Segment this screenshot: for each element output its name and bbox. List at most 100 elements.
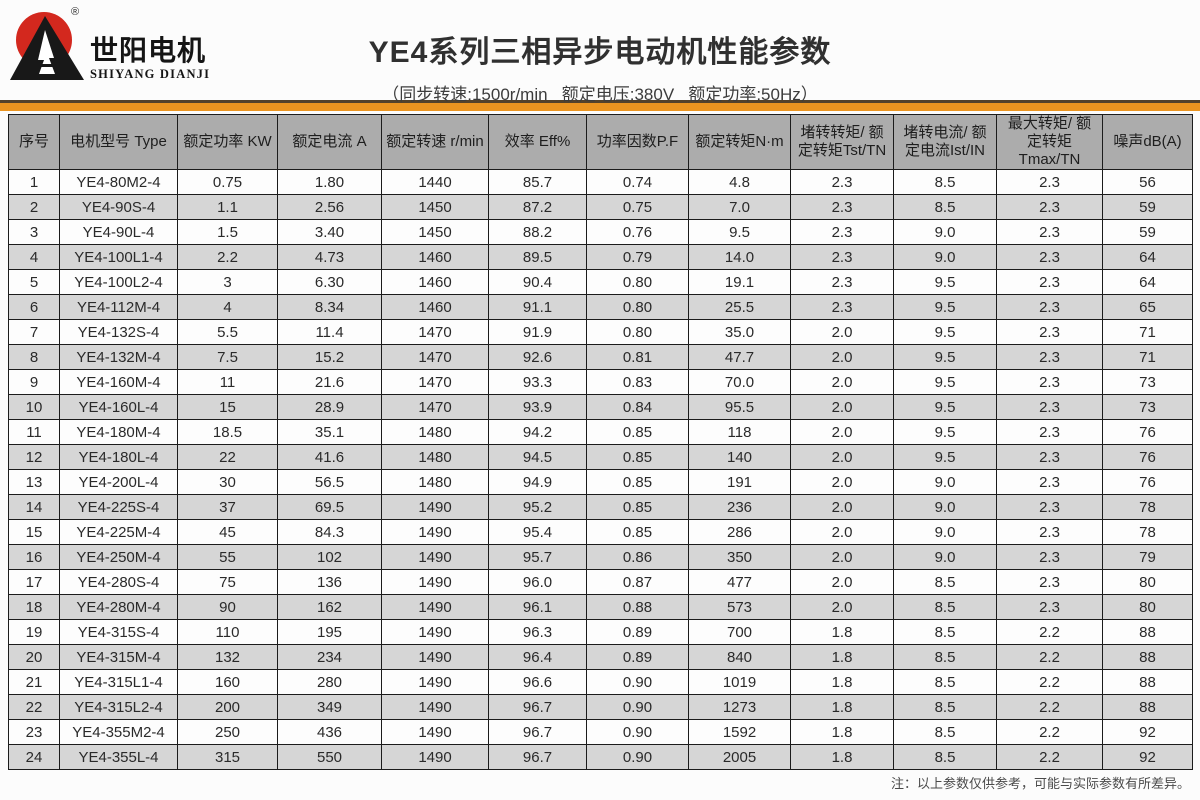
table-cell: 23: [8, 719, 60, 745]
table-cell: 18: [8, 594, 60, 620]
page-header: ® 世阳电机 SHIYANG DIANJI YE4系列三相异步电动机性能参数 （…: [0, 0, 1200, 104]
table-cell: 1490: [381, 719, 489, 745]
table-row: 23 YE4-355M2-4 250 436 1490 96.7 0.90 1592 1.8 8.…: [8, 719, 1193, 745]
table-row: 10 YE4-160L-4 15 28.9 1470 93.9 0.84 95.5 2.0 9.5…: [8, 394, 1193, 420]
table-cell: 2.3: [996, 244, 1103, 270]
table-cell: YE4-100L2-4: [59, 269, 178, 295]
table-cell: YE4-355L-4: [59, 744, 178, 770]
table-cell: 9.5: [893, 394, 997, 420]
table-cell: YE4-225M-4: [59, 519, 178, 545]
table-cell: 78: [1102, 494, 1193, 520]
table-cell: 9.5: [893, 319, 997, 345]
table-cell: 0.90: [586, 744, 689, 770]
table-cell: 35.1: [277, 419, 382, 445]
table-cell: YE4-90L-4: [59, 219, 178, 245]
table-cell: 21: [8, 669, 60, 695]
table-cell: 6: [8, 294, 60, 320]
table-row: 12 YE4-180L-4 22 41.6 1480 94.5 0.85 140 2.0 9.5 2…: [8, 444, 1193, 470]
table-cell: 92: [1102, 719, 1193, 745]
table-cell: 2.0: [790, 369, 894, 395]
table-cell: 1470: [381, 319, 489, 345]
table-cell: 96.1: [488, 594, 587, 620]
table-cell: 0.85: [586, 444, 689, 470]
table-cell: 2.3: [790, 269, 894, 295]
table-cell: 5.5: [177, 319, 278, 345]
table-cell: 1490: [381, 644, 489, 670]
table-cell: 162: [277, 594, 382, 620]
table-cell: 2.0: [790, 544, 894, 570]
table-cell: 2.2: [996, 744, 1103, 770]
table-cell: 1480: [381, 419, 489, 445]
table-cell: 0.90: [586, 669, 689, 695]
table-cell: 2.2: [996, 669, 1103, 695]
table-cell: 25.5: [688, 294, 791, 320]
table-cell: 1.80: [277, 169, 382, 195]
table-cell: 2.0: [790, 394, 894, 420]
table-cell: 1490: [381, 744, 489, 770]
table-row: 11 YE4-180M-4 18.5 35.1 1480 94.2 0.85 118 2.0 9.…: [8, 419, 1193, 445]
brand-name-english: SHIYANG DIANJI: [90, 67, 211, 81]
table-cell: 76: [1102, 444, 1193, 470]
table-cell: 0.85: [586, 419, 689, 445]
table-cell: 0.87: [586, 569, 689, 595]
table-cell: 1480: [381, 444, 489, 470]
table-cell: 110: [177, 619, 278, 645]
table-cell: 8.5: [893, 694, 997, 720]
table-cell: YE4-315L2-4: [59, 694, 178, 720]
column-header: 额定转速 r/min: [381, 114, 489, 170]
table-cell: 1490: [381, 519, 489, 545]
table-cell: 0.79: [586, 244, 689, 270]
page-title: YE4系列三相异步电动机性能参数: [368, 36, 832, 69]
table-cell: 1.1: [177, 194, 278, 220]
table-cell: 2.3: [790, 244, 894, 270]
footnote: 注：以上参数仅供参考，可能与实际参数有所差异。: [890, 776, 1190, 791]
table-cell: 1490: [381, 669, 489, 695]
column-header: 最大转矩/ 额 定转矩Tmax/TN: [996, 114, 1103, 170]
table-cell: 95.7: [488, 544, 587, 570]
table-cell: 1460: [381, 294, 489, 320]
table-cell: 160: [177, 669, 278, 695]
column-header: 序号: [8, 114, 60, 170]
table-cell: 0.88: [586, 594, 689, 620]
table-cell: 8.5: [893, 744, 997, 770]
table-cell: 90.4: [488, 269, 587, 295]
column-header: 电机型号 Type: [59, 114, 178, 170]
table-cell: 17: [8, 569, 60, 595]
table-cell: 11.4: [277, 319, 382, 345]
table-row: 24 YE4-355L-4 315 550 1490 96.7 0.90 2005 1.8 8.5…: [8, 744, 1193, 770]
table-cell: 1.8: [790, 644, 894, 670]
table-cell: 1490: [381, 619, 489, 645]
table-cell: 35.0: [688, 319, 791, 345]
column-header: 额定电流 A: [277, 114, 382, 170]
table-cell: 64: [1102, 269, 1193, 295]
table-cell: 2.3: [996, 444, 1103, 470]
table-cell: 477: [688, 569, 791, 595]
table-cell: 69.5: [277, 494, 382, 520]
table-cell: 14: [8, 494, 60, 520]
table-cell: 2.0: [790, 469, 894, 495]
table-cell: 9.0: [893, 494, 997, 520]
table-cell: 1450: [381, 219, 489, 245]
table-cell: 15: [177, 394, 278, 420]
table-cell: 2.2: [996, 619, 1103, 645]
table-cell: YE4-355M2-4: [59, 719, 178, 745]
table-cell: 1.8: [790, 744, 894, 770]
table-row: 14 YE4-225S-4 37 69.5 1490 95.2 0.85 236 2.0 9.0 2…: [8, 494, 1193, 520]
table-cell: 200: [177, 694, 278, 720]
table-row: 8 YE4-132M-4 7.5 15.2 1470 92.6 0.81 47.7 2.0 9.5…: [8, 344, 1193, 370]
table-cell: 18.5: [177, 419, 278, 445]
table-cell: 280: [277, 669, 382, 695]
table-cell: 350: [688, 544, 791, 570]
table-cell: 5: [8, 269, 60, 295]
table-cell: 3: [177, 269, 278, 295]
table-cell: 2.3: [996, 269, 1103, 295]
table-cell: 21.6: [277, 369, 382, 395]
table-cell: 24: [8, 744, 60, 770]
table-cell: 76: [1102, 469, 1193, 495]
table-cell: 9.5: [893, 294, 997, 320]
table-cell: 4: [177, 294, 278, 320]
table-cell: 56.5: [277, 469, 382, 495]
table-cell: 0.75: [177, 169, 278, 195]
table-cell: 550: [277, 744, 382, 770]
